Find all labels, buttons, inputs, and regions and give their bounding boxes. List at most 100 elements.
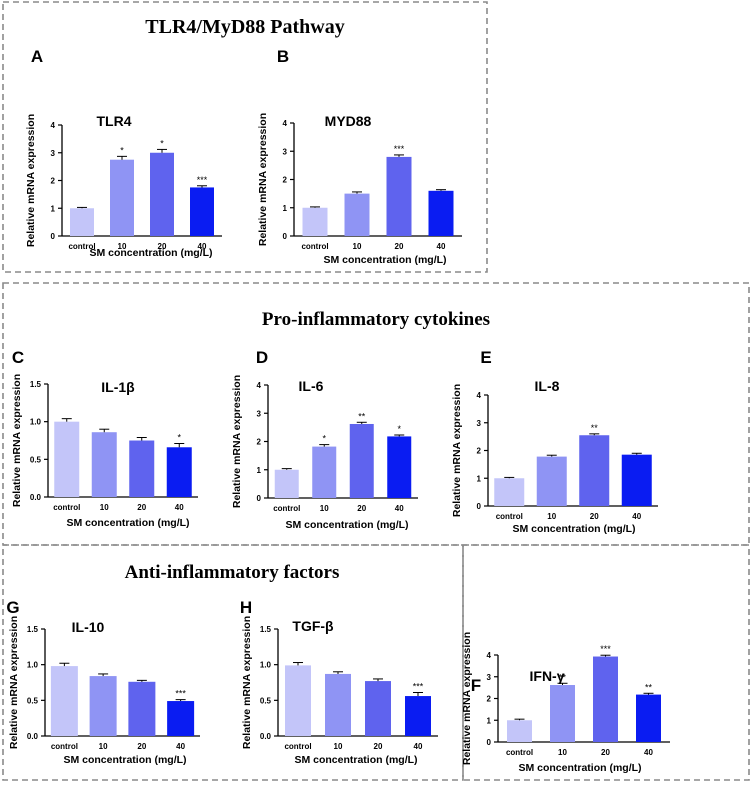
bar-tgf--control [285, 665, 311, 736]
y-axis-label: Relative mRNA expression [257, 113, 269, 246]
bar-tgf--40 [405, 696, 431, 736]
y-axis-label: Relative mRNA expression [451, 384, 463, 517]
x-axis-label: SM concentration (mg/L) [323, 254, 446, 266]
bar-il-8-10 [536, 456, 567, 506]
chart-title: IL-1β [101, 379, 135, 395]
chart-panel-e: E IL-8 0 1 2 3 4 Relative mRNA expression contro… [451, 348, 658, 535]
chart-panel-b: B MYD88 0 1 2 3 4 Relative mRNA expression contr… [257, 47, 462, 266]
section-title-tlr4: TLR4/MyD88 Pathway [145, 16, 344, 38]
x-tick-label: control [506, 748, 533, 757]
y-tick-label: 2 [283, 176, 288, 185]
bar-il-1--control [54, 421, 80, 497]
x-axis-label: SM concentration (mg/L) [63, 754, 186, 766]
bar-il-6-20 [349, 423, 374, 498]
y-tick-label: 3 [51, 149, 56, 158]
y-tick-label: 0.5 [30, 455, 42, 464]
bar-il-6-10 [312, 446, 337, 498]
x-tick-label: 20 [158, 242, 167, 251]
charts: A TLR4 0 1 2 3 4 Relative mRNA expression contro… [6, 47, 670, 774]
x-tick-label: 40 [175, 503, 184, 512]
bar-myd88-10 [344, 193, 370, 236]
bar-myd88-control [302, 207, 328, 236]
x-tick-label: control [53, 503, 80, 512]
bar-ifn--20 [593, 656, 618, 742]
significance-label: *** [175, 689, 186, 699]
y-tick-label: 4 [257, 381, 262, 390]
x-tick-label: 10 [353, 242, 362, 251]
x-tick-label: 40 [437, 242, 446, 251]
bar-il-1--10 [91, 432, 117, 497]
panel-letter: B [277, 47, 289, 66]
panel-letter: A [31, 47, 43, 66]
bar-tlr4-control [70, 208, 94, 236]
tlr4-section-frame [2, 1, 488, 273]
anti-section-frame [2, 544, 464, 781]
y-tick-label: 0.0 [30, 493, 42, 502]
y-tick-label: 1 [283, 204, 288, 213]
x-tick-label: 20 [137, 742, 146, 751]
x-tick-label: control [51, 742, 78, 751]
y-tick-label: 0.0 [260, 732, 272, 741]
significance-label: * [120, 145, 124, 155]
panel-letter: G [6, 598, 19, 617]
y-axis-label: Relative mRNA expression [8, 616, 20, 749]
bar-myd88-20 [386, 156, 412, 236]
x-tick-label: 40 [414, 742, 423, 751]
y-tick-label: 0.5 [260, 696, 272, 705]
x-tick-label: control [301, 242, 328, 251]
y-tick-label: 1.5 [27, 625, 39, 634]
x-axis-label: SM concentration (mg/L) [89, 247, 212, 259]
bar-myd88-40 [428, 190, 454, 236]
x-tick-label: 20 [395, 242, 404, 251]
y-tick-label: 4 [487, 651, 492, 660]
significance-label: ** [591, 423, 599, 433]
bar-il-10-control [50, 666, 78, 736]
x-tick-label: 10 [100, 503, 109, 512]
x-tick-label: 10 [118, 242, 127, 251]
y-tick-label: 1.0 [260, 661, 272, 670]
x-tick-label: 20 [357, 504, 366, 513]
x-tick-label: 40 [176, 742, 185, 751]
y-tick-label: 0 [51, 232, 56, 241]
bar-il-1--20 [129, 440, 155, 497]
y-tick-label: 1.5 [260, 625, 272, 634]
y-tick-label: 0 [477, 502, 482, 511]
y-axis-label: Relative mRNA expression [25, 114, 37, 247]
bar-il-8-40 [621, 454, 652, 506]
section-title-anti-inflammatory: Anti-inflammatory factors [125, 562, 340, 583]
panel-letter: E [480, 348, 491, 367]
y-axis-label: Relative mRNA expression [231, 375, 243, 508]
x-tick-label: 20 [137, 503, 146, 512]
y-axis-label: Relative mRNA expression [241, 616, 253, 749]
ifn-section-frame [462, 544, 750, 781]
chart-title: IL-6 [299, 378, 324, 394]
chart-panel-d: D IL-6 0 1 2 3 4 Relative mRNA expression contro… [231, 348, 418, 531]
chart-title: TGF-β [292, 618, 334, 634]
x-tick-label: 10 [547, 512, 556, 521]
bar-tlr4-40 [190, 187, 214, 236]
y-axis-label: Relative mRNA expression [461, 632, 473, 765]
x-tick-label: control [273, 504, 300, 513]
bar-il-10-10 [89, 676, 117, 736]
bar-tgf--20 [365, 681, 391, 736]
panel-letter: D [256, 348, 268, 367]
y-tick-label: 3 [487, 673, 492, 682]
x-axis-label: SM concentration (mg/L) [518, 762, 641, 774]
y-tick-label: 0 [257, 494, 262, 503]
chart-title: TLR4 [97, 113, 132, 129]
bar-il-6-40 [387, 436, 412, 498]
bar-ifn--40 [636, 694, 661, 742]
significance-label: *** [197, 175, 208, 185]
chart-panel-g: G IL-10 0.0 0.5 1.0 1.5 Relative mRNA expressi… [6, 598, 200, 766]
chart-panel-f: F IFN-γ 0 1 2 3 4 Relative mRNA expression contr… [461, 632, 670, 774]
significance-label: ** [559, 672, 567, 682]
x-tick-label: 10 [320, 504, 329, 513]
chart-panel-c: C IL-1β 0.0 0.5 1.0 1.5 Relative mRNA expressi… [11, 348, 198, 529]
chart-title: MYD88 [325, 113, 372, 129]
section-title-pro-inflammatory: Pro-inflammatory cytokines [262, 309, 490, 330]
x-tick-label: control [284, 742, 311, 751]
significance-label: *** [394, 144, 405, 154]
x-tick-label: 10 [558, 748, 567, 757]
